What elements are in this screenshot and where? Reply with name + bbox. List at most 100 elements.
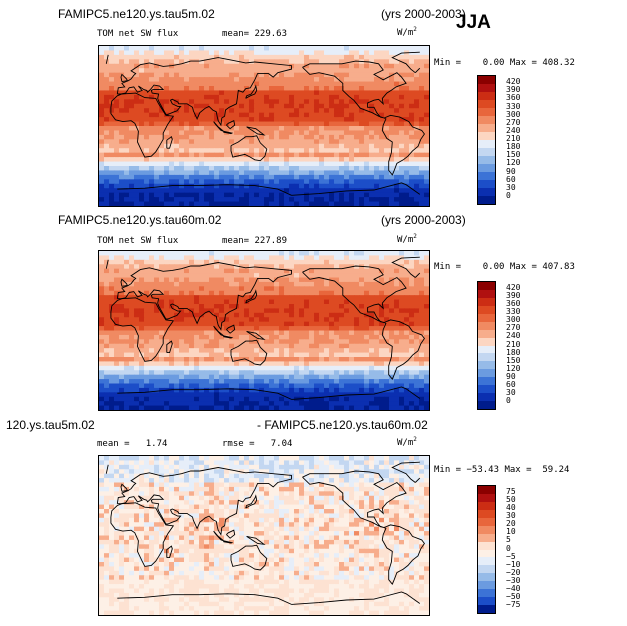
field-cell (309, 281, 315, 287)
field-cell (259, 401, 265, 407)
field-cell (424, 326, 429, 332)
field-cell (249, 334, 255, 340)
field-cell (229, 148, 235, 154)
field-cell (109, 383, 115, 389)
field-cell (209, 370, 215, 376)
field-cell (419, 456, 425, 462)
field-cell (199, 46, 205, 52)
field-cell (119, 90, 125, 96)
field-cell (189, 126, 195, 132)
field-cell (314, 357, 320, 363)
field-cell (214, 157, 220, 163)
field-cell (374, 59, 380, 65)
field-cell (119, 94, 125, 100)
field-cell (399, 268, 405, 274)
field-cell (364, 117, 370, 123)
field-cell (384, 352, 390, 358)
field-cell (409, 94, 415, 100)
field-cell (154, 259, 160, 265)
field-cell (264, 72, 270, 78)
field-cell (419, 374, 425, 380)
field-cell (119, 134, 125, 140)
field-cell (99, 81, 105, 87)
field-cell (324, 183, 330, 189)
field-cell (384, 161, 390, 167)
field-cell (199, 255, 205, 261)
field-cell (144, 188, 150, 194)
field-cell (149, 387, 155, 393)
field-cell (299, 139, 305, 145)
field-cell (184, 273, 190, 279)
field-cell (244, 281, 250, 287)
field-cell (109, 334, 115, 340)
field-cell (264, 77, 270, 83)
field-cell (129, 383, 135, 389)
field-cell (109, 77, 115, 83)
field-cell (274, 460, 280, 466)
field-cell (419, 352, 425, 358)
field-cell (364, 130, 370, 136)
field-cell (364, 401, 370, 407)
field-cell (229, 251, 235, 257)
field-cell (304, 392, 310, 398)
field-cell (199, 197, 205, 203)
field-cell (409, 148, 415, 154)
field-cell (404, 259, 410, 265)
field-cell (324, 99, 330, 105)
field-cell (409, 343, 415, 349)
field-cell (264, 157, 270, 163)
field-cell (154, 86, 160, 92)
field-cell (319, 81, 325, 87)
field-cell (99, 170, 105, 176)
field-cell (269, 352, 275, 358)
field-cell (144, 152, 150, 158)
field-cell (369, 312, 375, 318)
field-cell (314, 59, 320, 65)
field-cell (124, 148, 130, 154)
field-cell (229, 392, 235, 398)
field-cell (154, 361, 160, 367)
field-cell (164, 339, 170, 345)
field-cell (179, 130, 185, 136)
field-cell (134, 334, 140, 340)
field-cell (124, 343, 130, 349)
field-cell (359, 383, 365, 389)
field-cell (189, 268, 195, 274)
field-cell (359, 295, 365, 301)
field-cell (359, 268, 365, 274)
field-cell (364, 348, 370, 354)
field-cell (254, 117, 260, 123)
field-cell (199, 54, 205, 60)
field-cell (99, 255, 105, 261)
field-cell (264, 290, 270, 296)
field-cell (119, 348, 125, 354)
field-cell (109, 121, 115, 127)
field-cell (129, 192, 135, 198)
field-cell (389, 188, 395, 194)
field-cell (329, 148, 335, 154)
field-cell (359, 339, 365, 345)
field-cell (304, 179, 310, 185)
field-cell (294, 99, 300, 105)
field-cell (384, 379, 390, 385)
field-cell (274, 290, 280, 296)
field-cell (284, 405, 290, 410)
field-cell (354, 357, 360, 363)
field-cell (384, 255, 390, 261)
field-cell (369, 321, 375, 327)
field-cell (399, 157, 405, 163)
field-cell (219, 357, 225, 363)
field-cell (154, 290, 160, 296)
field-cell (269, 374, 275, 380)
field-cell (114, 281, 120, 287)
field-cell (309, 117, 315, 123)
field-cell (319, 134, 325, 140)
field-cell (419, 330, 425, 336)
field-cell (214, 46, 220, 52)
field-cell (139, 192, 145, 198)
field-cell (319, 174, 325, 180)
field-cell (344, 268, 350, 274)
field-cell (139, 295, 145, 301)
field-cell (129, 117, 135, 123)
field-cell (414, 379, 420, 385)
